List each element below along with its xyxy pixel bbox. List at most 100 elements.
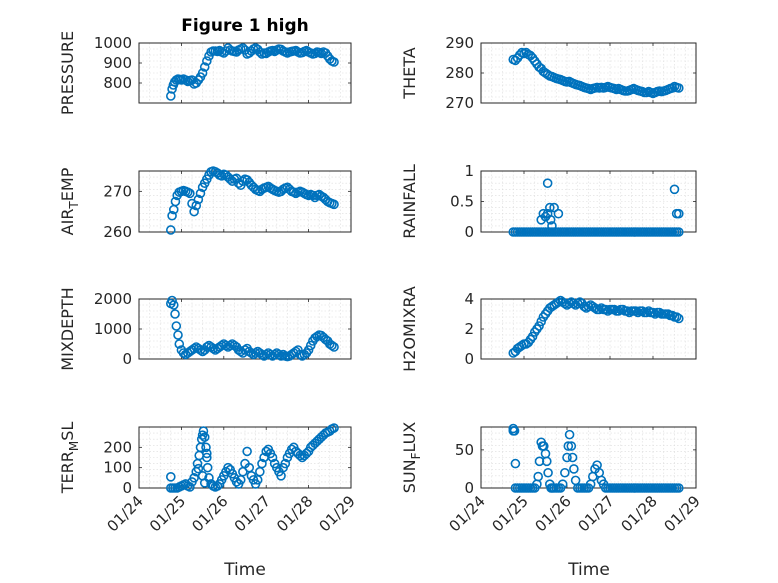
theta-y-axis-label: THETA	[400, 47, 419, 99]
h2omixra-point	[594, 304, 605, 315]
h2omixra-point	[534, 321, 544, 331]
terr_msl-xtick-label: 01/27	[231, 492, 274, 535]
mixdepth-point	[225, 340, 235, 351]
pressure-ytick-label: 1000	[94, 34, 132, 52]
sun_flux-point	[673, 483, 684, 493]
sun_flux-point	[541, 456, 552, 467]
h2omixra-point	[641, 307, 652, 318]
mixdepth-ytick-label: 1000	[94, 320, 132, 338]
pressure-point	[329, 57, 339, 67]
terr_msl-ytick-label: 100	[103, 459, 132, 477]
terr_msl-point	[202, 452, 212, 463]
terr_msl-xtick-label: 01/28	[273, 492, 316, 535]
subplot-rainfall: 0 0.5 1 RAINFALL	[400, 162, 697, 241]
mixdepth-point	[167, 295, 177, 306]
mixdepth-point	[173, 330, 183, 340]
pressure-series	[166, 43, 339, 101]
air_temp-series	[166, 166, 339, 235]
sun_flux-point	[563, 441, 574, 451]
air_temp-point	[185, 188, 195, 199]
sun_flux-xtick-label: 01/28	[618, 492, 661, 535]
x-axis-label-right: Time	[567, 560, 610, 580]
h2omixra-point	[648, 307, 658, 318]
pressure-point	[202, 56, 212, 66]
sun_flux-point	[510, 483, 521, 493]
theta-point	[667, 83, 678, 93]
mixdepth-point	[327, 340, 337, 351]
pressure-point	[197, 68, 208, 78]
rainfall-point	[669, 184, 680, 195]
mixdepth-point	[168, 300, 179, 310]
sun_flux-point	[560, 467, 570, 478]
pressure-ytick-label: 800	[103, 74, 132, 92]
rainfall-point	[553, 208, 564, 219]
terr_msl-point	[166, 472, 176, 482]
sun_flux-point	[566, 441, 577, 451]
air_temp-point	[166, 225, 176, 235]
subplot-air_temp: 260 270 AIRTEMP	[58, 166, 352, 241]
h2omixra-point	[536, 316, 547, 327]
h2omixra-y-axis-label: H2OMIXRA	[400, 286, 419, 372]
rainfall-point	[544, 202, 555, 213]
figure-title: Figure 1 high	[181, 16, 309, 36]
h2omixra-ytick-label: 2	[464, 320, 474, 338]
sun_flux-xtick-label: 01/24	[446, 492, 489, 535]
mixdepth-y-axis-label: MIXDEPTH	[58, 287, 77, 370]
pressure-point	[180, 75, 191, 85]
pressure-point	[199, 62, 210, 72]
rainfall-ytick-label: 1	[464, 162, 474, 180]
terr_msl-y-axis-label: TERRMSL	[58, 422, 81, 495]
air_temp-point	[167, 210, 177, 221]
h2omixra-ytick-label: 4	[464, 290, 474, 308]
h2omixra-point	[527, 331, 538, 342]
sun_flux-ytick-label: 50	[455, 441, 474, 459]
air_temp-point	[329, 199, 339, 210]
terr_msl-point	[267, 452, 278, 463]
mixdepth-point	[174, 339, 185, 349]
pressure-ytick-label: 900	[103, 54, 132, 72]
air_temp-point	[189, 206, 199, 217]
terr_msl-xtick-label: 01/24	[104, 492, 147, 535]
terr_msl-point	[189, 473, 199, 483]
terr_msl-point	[280, 458, 291, 469]
subplot-theta: 270 280 290 THETA	[400, 34, 697, 112]
mixdepth-ytick-label: 0	[122, 350, 132, 368]
pressure-y-axis-label: PRESSURE	[58, 31, 77, 115]
terr_msl-point	[257, 458, 267, 469]
subplot-h2omixra: 0 2 4 H2OMIXRA	[400, 286, 697, 372]
theta-point	[673, 83, 684, 93]
h2omixra-point	[637, 306, 648, 316]
subplot-pressure: 800 900 1000 PRESSURE	[58, 31, 352, 115]
mixdepth-point	[250, 348, 261, 358]
theta-ytick-label: 290	[445, 34, 474, 52]
air_temp-point	[170, 196, 181, 207]
h2omixra-point	[590, 303, 600, 313]
mixdepth-point	[305, 340, 316, 351]
sun_flux-xtick-label: 01/27	[575, 492, 618, 535]
mixdepth-point	[202, 342, 212, 352]
x-axis-label-left: Time	[223, 560, 266, 580]
h2omixra-series	[508, 295, 684, 358]
mixdepth-series	[166, 295, 339, 362]
sun_flux-series	[508, 423, 684, 493]
mixdepth-point	[189, 343, 199, 354]
air_temp-point	[216, 171, 227, 181]
sun_flux-xtick-label: 01/29	[661, 492, 704, 535]
subplot-mixdepth: 0 1000 2000 MIXDEPTH	[58, 287, 352, 371]
h2omixra-point	[671, 312, 682, 322]
mixdepth-ytick-label: 2000	[94, 290, 132, 308]
sun_flux-xtick-label: 01/26	[532, 492, 575, 535]
subplot-terr_msl: 0 100 200 01/24 01/25 01/26 01/27 01/28 01/29 TER…	[58, 422, 359, 536]
sun_flux-point	[569, 464, 579, 474]
terr_msl-point	[295, 450, 305, 461]
theta-series	[508, 47, 684, 99]
mixdepth-point	[171, 321, 182, 331]
terr_msl-xtick-label: 01/25	[146, 492, 189, 535]
terr_msl-point	[202, 462, 213, 473]
terr_msl-xtick-label: 01/29	[316, 492, 359, 535]
air_temp-y-axis-label: AIRTEMP	[58, 167, 81, 235]
rainfall-point	[545, 215, 556, 225]
terr_msl-point	[198, 426, 209, 436]
